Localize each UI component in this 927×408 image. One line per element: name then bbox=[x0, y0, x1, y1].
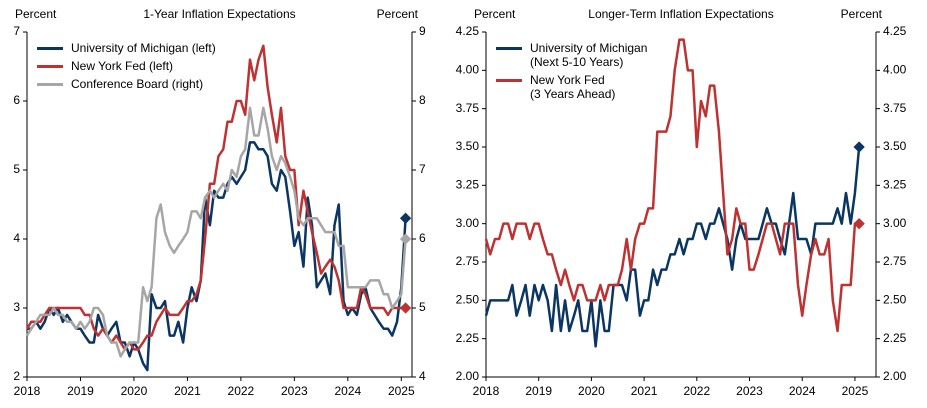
legend-swatch bbox=[496, 79, 522, 82]
legend-swatch bbox=[37, 83, 63, 86]
y-tick-label: 4.00 bbox=[456, 63, 480, 77]
legend-item: New York Fed (left) bbox=[37, 59, 216, 73]
chart-title: Longer-Term Inflation Expectations bbox=[588, 7, 773, 21]
x-tick-label: 2019 bbox=[67, 384, 94, 398]
y-axis-label: Percent bbox=[15, 7, 57, 21]
y2-tick-label: 4.25 bbox=[883, 24, 907, 38]
x-tick-label: 2023 bbox=[736, 384, 763, 398]
y2-tick-label: 5 bbox=[419, 300, 426, 314]
y2-tick-label: 2.50 bbox=[883, 293, 907, 307]
y-tick-label: 3.00 bbox=[456, 216, 480, 230]
y-tick-label: 3 bbox=[13, 300, 20, 314]
legend-label: New York Fed (left) bbox=[71, 59, 174, 73]
y2-tick-label: 4.00 bbox=[883, 63, 907, 77]
y-tick-label: 2.50 bbox=[456, 293, 480, 307]
x-tick-label: 2020 bbox=[121, 384, 148, 398]
y2-tick-label: 6 bbox=[419, 231, 426, 245]
y2-tick-label: 7 bbox=[419, 162, 426, 176]
legend: University of Michigan (left) New York Fe… bbox=[37, 41, 216, 95]
y-tick-label: 4 bbox=[13, 231, 20, 245]
y-axis-label: Percent bbox=[474, 7, 516, 21]
x-tick-label: 2024 bbox=[334, 384, 361, 398]
y2-tick-label: 2.00 bbox=[883, 369, 907, 383]
end-marker bbox=[853, 218, 865, 230]
legend-swatch bbox=[37, 47, 63, 50]
y-tick-label: 2.25 bbox=[456, 331, 480, 345]
series-line bbox=[484, 146, 861, 348]
y-tick-label: 2 bbox=[13, 369, 20, 383]
legend-label: University of Michigan (left) bbox=[71, 41, 216, 55]
legend-label: New York Fed (3 Years Ahead) bbox=[530, 73, 616, 101]
y2-tick-label: 2.25 bbox=[883, 331, 907, 345]
y2-tick-label: 3.00 bbox=[883, 216, 907, 230]
legend-item: New York Fed (3 Years Ahead) bbox=[496, 73, 647, 101]
x-tick-label: 2024 bbox=[789, 384, 816, 398]
y2-tick-label: 3.50 bbox=[883, 139, 907, 153]
y-tick-label: 4.25 bbox=[456, 24, 480, 38]
series-line bbox=[25, 106, 407, 358]
y2-tick-label: 3.75 bbox=[883, 101, 907, 115]
y-tick-label: 6 bbox=[13, 93, 20, 107]
legend-label: Conference Board (right) bbox=[71, 77, 204, 91]
legend-item: University of Michigan (Next 5-10 Years) bbox=[496, 41, 647, 69]
y2-tick-label: 4 bbox=[419, 369, 426, 383]
y2-tick-label: 2.75 bbox=[883, 254, 907, 268]
y-tick-label: 3.25 bbox=[456, 178, 480, 192]
x-tick-label: 2022 bbox=[228, 384, 255, 398]
y2-tick-label: 9 bbox=[419, 24, 426, 38]
x-tick-label: 2021 bbox=[631, 384, 658, 398]
end-marker bbox=[853, 141, 865, 153]
y2-axis-label: Percent bbox=[377, 7, 419, 21]
x-tick-label: 2021 bbox=[174, 384, 201, 398]
legend-swatch bbox=[496, 47, 522, 50]
legend-label: University of Michigan (Next 5-10 Years) bbox=[530, 41, 648, 69]
legend: University of Michigan (Next 5-10 Years)… bbox=[496, 41, 647, 105]
x-tick-label: 2023 bbox=[281, 384, 308, 398]
x-tick-label: 2018 bbox=[473, 384, 500, 398]
y2-axis-label: Percent bbox=[841, 7, 883, 21]
x-tick-label: 2019 bbox=[525, 384, 552, 398]
legend-item: Conference Board (right) bbox=[37, 77, 216, 91]
x-tick-label: 2025 bbox=[842, 384, 869, 398]
end-marker bbox=[399, 212, 412, 224]
legend-swatch bbox=[37, 65, 63, 68]
series-line bbox=[484, 38, 860, 333]
y-tick-label: 2.00 bbox=[456, 369, 480, 383]
end-marker bbox=[399, 233, 412, 245]
end-marker bbox=[399, 302, 412, 314]
x-tick-label: 2022 bbox=[683, 384, 710, 398]
x-tick-label: 2020 bbox=[578, 384, 605, 398]
y-tick-label: 2.75 bbox=[456, 254, 480, 268]
y2-tick-label: 8 bbox=[419, 93, 426, 107]
legend-item: University of Michigan (left) bbox=[37, 41, 216, 55]
y-tick-label: 3.50 bbox=[456, 139, 480, 153]
y-tick-label: 5 bbox=[13, 162, 20, 176]
x-tick-label: 2025 bbox=[388, 384, 415, 398]
y2-tick-label: 3.25 bbox=[883, 178, 907, 192]
x-tick-label: 2018 bbox=[14, 384, 41, 398]
y-tick-label: 3.75 bbox=[456, 101, 480, 115]
chart-title: 1-Year Inflation Expectations bbox=[143, 7, 295, 21]
y-tick-label: 7 bbox=[13, 24, 20, 38]
